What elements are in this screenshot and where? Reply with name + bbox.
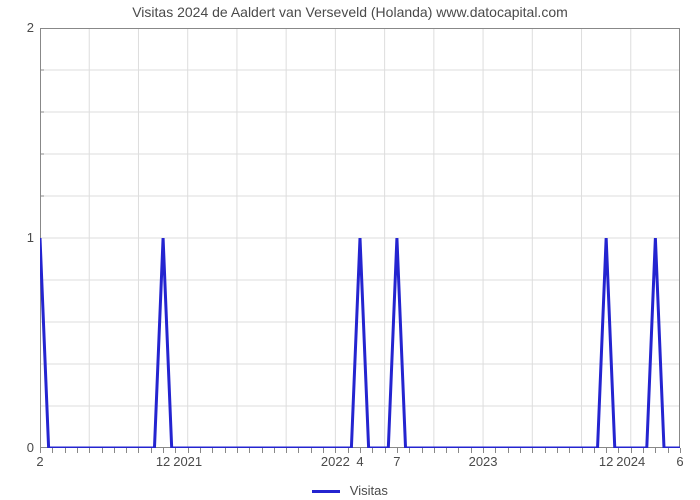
chart-container: Visitas 2024 de Aaldert van Verseveld (H…: [0, 0, 700, 500]
x-minor-tick: [409, 448, 410, 453]
x-minor-tick: [557, 448, 558, 453]
x-minor-tick: [508, 448, 509, 453]
x-minor-tick: [397, 448, 398, 453]
x-minor-tick: [274, 448, 275, 453]
x-minor-tick: [532, 448, 533, 453]
x-minor-tick: [151, 448, 152, 453]
x-minor-tick: [237, 448, 238, 453]
x-tick-label: 2: [36, 454, 43, 469]
x-minor-tick: [52, 448, 53, 453]
legend: Visitas: [0, 483, 700, 498]
x-minor-tick: [385, 448, 386, 453]
chart-title: Visitas 2024 de Aaldert van Verseveld (H…: [0, 4, 700, 20]
x-minor-tick: [249, 448, 250, 453]
x-minor-tick: [643, 448, 644, 453]
x-minor-tick: [40, 448, 41, 453]
x-minor-tick: [372, 448, 373, 453]
x-minor-tick: [360, 448, 361, 453]
x-minor-tick: [631, 448, 632, 453]
x-minor-tick: [311, 448, 312, 453]
x-minor-tick: [323, 448, 324, 453]
x-tick-label: 2021: [173, 454, 202, 469]
x-minor-tick: [471, 448, 472, 453]
x-minor-tick: [545, 448, 546, 453]
x-tick-label: 7: [393, 454, 400, 469]
chart-svg: [40, 28, 680, 448]
x-minor-tick: [594, 448, 595, 453]
x-tick-label: 4: [356, 454, 363, 469]
x-minor-tick: [262, 448, 263, 453]
legend-swatch: [312, 490, 340, 493]
x-minor-tick: [89, 448, 90, 453]
x-minor-tick: [655, 448, 656, 453]
x-minor-tick: [126, 448, 127, 453]
x-minor-tick: [225, 448, 226, 453]
plot-area: [40, 28, 680, 448]
legend-label: Visitas: [350, 483, 388, 498]
y-tick-label: 2: [0, 20, 34, 35]
x-minor-tick: [495, 448, 496, 453]
x-minor-tick: [335, 448, 336, 453]
x-minor-tick: [680, 448, 681, 453]
x-minor-tick: [569, 448, 570, 453]
x-minor-tick: [200, 448, 201, 453]
x-minor-tick: [458, 448, 459, 453]
x-minor-tick: [175, 448, 176, 453]
x-minor-tick: [446, 448, 447, 453]
x-minor-tick: [483, 448, 484, 453]
x-minor-tick: [606, 448, 607, 453]
y-tick-label: 0: [0, 440, 34, 455]
x-tick-label: 2024: [616, 454, 645, 469]
x-tick-label: 12: [156, 454, 170, 469]
x-minor-tick: [668, 448, 669, 453]
x-minor-tick: [163, 448, 164, 453]
x-minor-tick: [434, 448, 435, 453]
x-tick-label: 6: [676, 454, 683, 469]
x-minor-tick: [618, 448, 619, 453]
x-minor-tick: [102, 448, 103, 453]
x-minor-tick: [520, 448, 521, 453]
x-minor-tick: [298, 448, 299, 453]
x-minor-tick: [138, 448, 139, 453]
x-minor-tick: [77, 448, 78, 453]
x-minor-tick: [212, 448, 213, 453]
x-tick-label: 12: [599, 454, 613, 469]
x-minor-tick: [422, 448, 423, 453]
x-minor-tick: [582, 448, 583, 453]
x-minor-tick: [65, 448, 66, 453]
x-tick-label: 2022: [321, 454, 350, 469]
x-tick-label: 2023: [469, 454, 498, 469]
x-minor-tick: [286, 448, 287, 453]
x-minor-tick: [188, 448, 189, 453]
x-minor-tick: [114, 448, 115, 453]
x-minor-tick: [348, 448, 349, 453]
y-tick-label: 1: [0, 230, 34, 245]
